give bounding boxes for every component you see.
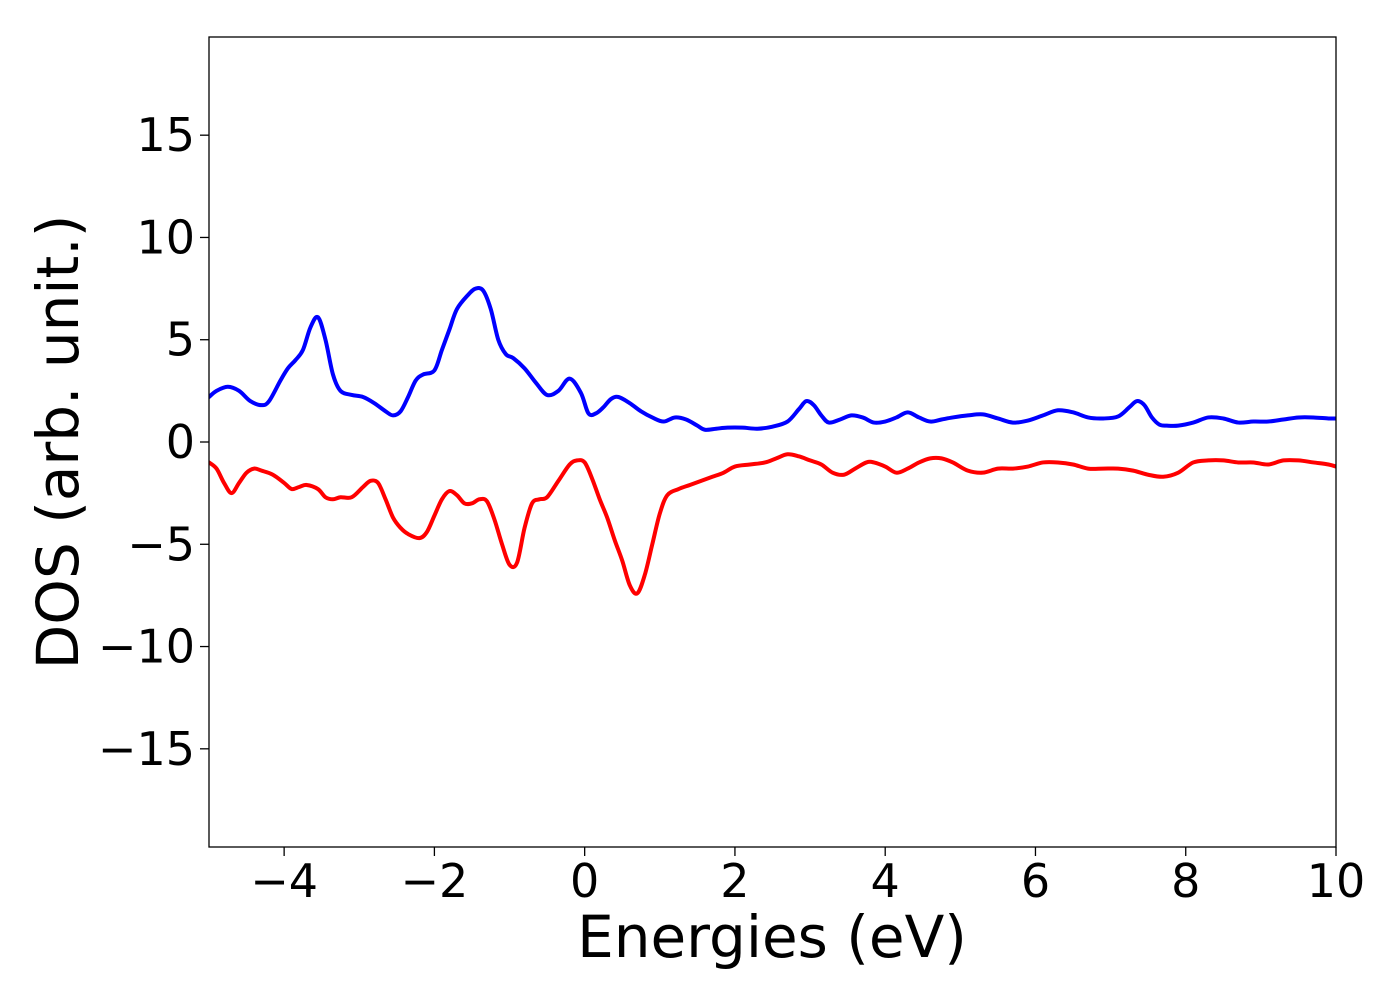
y-tick-label: 0 [166, 415, 195, 469]
x-tick-label: 10 [1307, 854, 1366, 908]
y-tick-label: 15 [136, 108, 195, 162]
x-tick-label: −2 [400, 854, 468, 908]
x-tick-label: −4 [250, 854, 318, 908]
x-tick-label: 0 [570, 854, 599, 908]
series-layer [209, 286, 1336, 596]
y-tick-label: −5 [127, 517, 195, 571]
y-tick-label: −15 [98, 722, 195, 776]
y-tick-label: 10 [136, 210, 195, 264]
x-axis-ticks: −4 −2 0 2 4 6 8 10 [250, 847, 1365, 908]
y-tick-label: −10 [98, 620, 195, 674]
x-tick-label: 4 [871, 854, 900, 908]
y-axis-ticks: −15 −10 −5 0 5 10 15 [98, 108, 209, 776]
series-line-red [209, 452, 1336, 596]
x-tick-label: 8 [1171, 854, 1200, 908]
x-tick-label: 6 [1021, 854, 1050, 908]
x-tick-label: 2 [720, 854, 749, 908]
x-axis-label: Energies (eV) [577, 903, 967, 971]
y-axis-label: DOS (arb. unit.) [24, 215, 92, 670]
y-tick-label: 5 [166, 313, 195, 367]
series-line-blue [209, 286, 1336, 432]
plot-frame [208, 36, 1337, 848]
